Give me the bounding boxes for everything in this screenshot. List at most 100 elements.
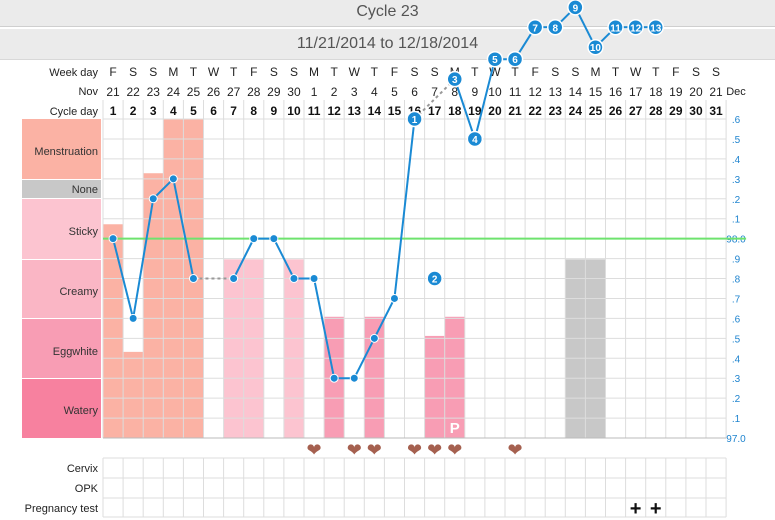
date: 27 <box>227 85 241 99</box>
date: 30 <box>287 85 301 99</box>
week-day: S <box>431 65 439 79</box>
date: 17 <box>629 85 643 99</box>
temp-axis-label: .4 <box>732 155 741 166</box>
temp-point-label: 11 <box>610 23 621 34</box>
week-day-label: Week day <box>49 67 98 79</box>
temp-point <box>289 274 299 283</box>
date: 21 <box>709 85 723 99</box>
temp-axis-label: .3 <box>732 175 741 186</box>
temp-point-labeled <box>647 19 664 36</box>
temp-point <box>148 194 158 204</box>
temp-point-label: 1 <box>412 115 418 126</box>
date: 29 <box>267 85 281 99</box>
week-day: T <box>330 65 338 79</box>
category-label: Menstruation <box>34 146 98 158</box>
temp-point <box>188 274 198 283</box>
observation-bar <box>243 259 264 438</box>
temp-axis-label: .2 <box>732 195 741 206</box>
temp-axis-label: .5 <box>732 334 741 345</box>
cycle-day: 30 <box>689 104 703 118</box>
category-label: Eggwhite <box>53 346 98 358</box>
heart-icon: ❤ <box>367 440 382 460</box>
date: 24 <box>167 85 181 99</box>
cycle-day: 19 <box>468 104 482 118</box>
week-day: W <box>349 65 361 79</box>
week-day: S <box>290 65 298 79</box>
temp-axis-label: .2 <box>732 394 741 405</box>
week-day: S <box>571 65 579 79</box>
observation-bar <box>283 259 304 438</box>
cycle-day: 4 <box>170 104 177 118</box>
temp-point <box>229 274 239 283</box>
week-day: T <box>652 65 660 79</box>
week-day: M <box>168 65 178 79</box>
peak-marker: P <box>450 420 460 437</box>
temp-line-segment <box>453 78 476 140</box>
observation-bar <box>444 316 465 438</box>
temp-point-label: 2 <box>432 275 438 286</box>
temp-point-labeled <box>406 110 423 128</box>
heart-icon: ❤ <box>508 440 523 460</box>
observation-bar <box>123 351 144 438</box>
week-day: T <box>190 65 198 79</box>
week-day: S <box>692 65 700 79</box>
temp-axis-label: .6 <box>732 115 741 126</box>
week-day: F <box>391 65 398 79</box>
temp-point-label: 6 <box>512 55 518 66</box>
cycle-day: 25 <box>589 104 603 118</box>
temp-point-labeled <box>607 19 624 36</box>
temp-axis-label: 97.0 <box>726 434 746 445</box>
temp-point <box>108 234 118 244</box>
category-label: Watery <box>64 405 99 417</box>
date: 26 <box>207 85 221 99</box>
category-band-sticky <box>22 199 101 259</box>
date: 4 <box>371 85 378 99</box>
temp-point-label: 9 <box>573 3 579 14</box>
cycle-day: 8 <box>250 104 257 118</box>
temp-point-label: 12 <box>630 23 642 34</box>
week-day: S <box>149 65 157 79</box>
category-label: Creamy <box>59 286 98 298</box>
cycle-day: 6 <box>210 104 217 118</box>
date: 9 <box>472 85 479 99</box>
chart-title: Cycle 23 <box>0 0 775 27</box>
cycle-day: 12 <box>327 104 341 118</box>
week-day: S <box>551 65 559 79</box>
temp-point-labeled <box>526 19 544 36</box>
cycle-day: 2 <box>130 104 137 118</box>
date: 11 <box>509 85 522 99</box>
bottom-row-label: Pregnancy test <box>25 503 98 515</box>
observation-bar <box>223 259 244 438</box>
pregnancy-test-mark: + <box>630 498 642 520</box>
temp-axis-label: .1 <box>732 215 741 226</box>
temp-axis-label: .8 <box>732 275 741 286</box>
temp-axis-label: 98.0 <box>726 235 746 246</box>
temp-axis-label: .6 <box>732 314 741 325</box>
week-day: T <box>612 65 620 79</box>
temp-line-segment <box>473 58 496 140</box>
week-day: F <box>250 65 257 79</box>
temp-axis-label: .1 <box>732 414 741 425</box>
cycle-day: 3 <box>150 104 157 118</box>
cycle-day: 20 <box>488 104 502 118</box>
date: 8 <box>451 85 458 99</box>
category-band-creamy <box>22 260 101 318</box>
temp-line-segment <box>373 297 396 339</box>
temp-point <box>168 174 178 184</box>
cycle-day: 28 <box>649 104 663 118</box>
temp-line-segment <box>353 337 376 379</box>
temp-point-isolated <box>426 270 443 287</box>
cycle-day: 21 <box>508 104 522 118</box>
temp-point <box>128 313 138 323</box>
temp-point-labeled <box>627 19 644 36</box>
category-band-none <box>22 180 101 198</box>
date: 10 <box>488 85 502 99</box>
category-band-menstruation <box>22 119 101 179</box>
cycle-day: 5 <box>190 104 197 118</box>
pregnancy-test-mark: + <box>650 498 662 520</box>
date: 23 <box>147 85 161 99</box>
observation-bar <box>585 259 606 438</box>
cycle-day: 1 <box>110 104 117 118</box>
temp-point <box>309 274 319 283</box>
cycle-day: 27 <box>629 104 643 118</box>
